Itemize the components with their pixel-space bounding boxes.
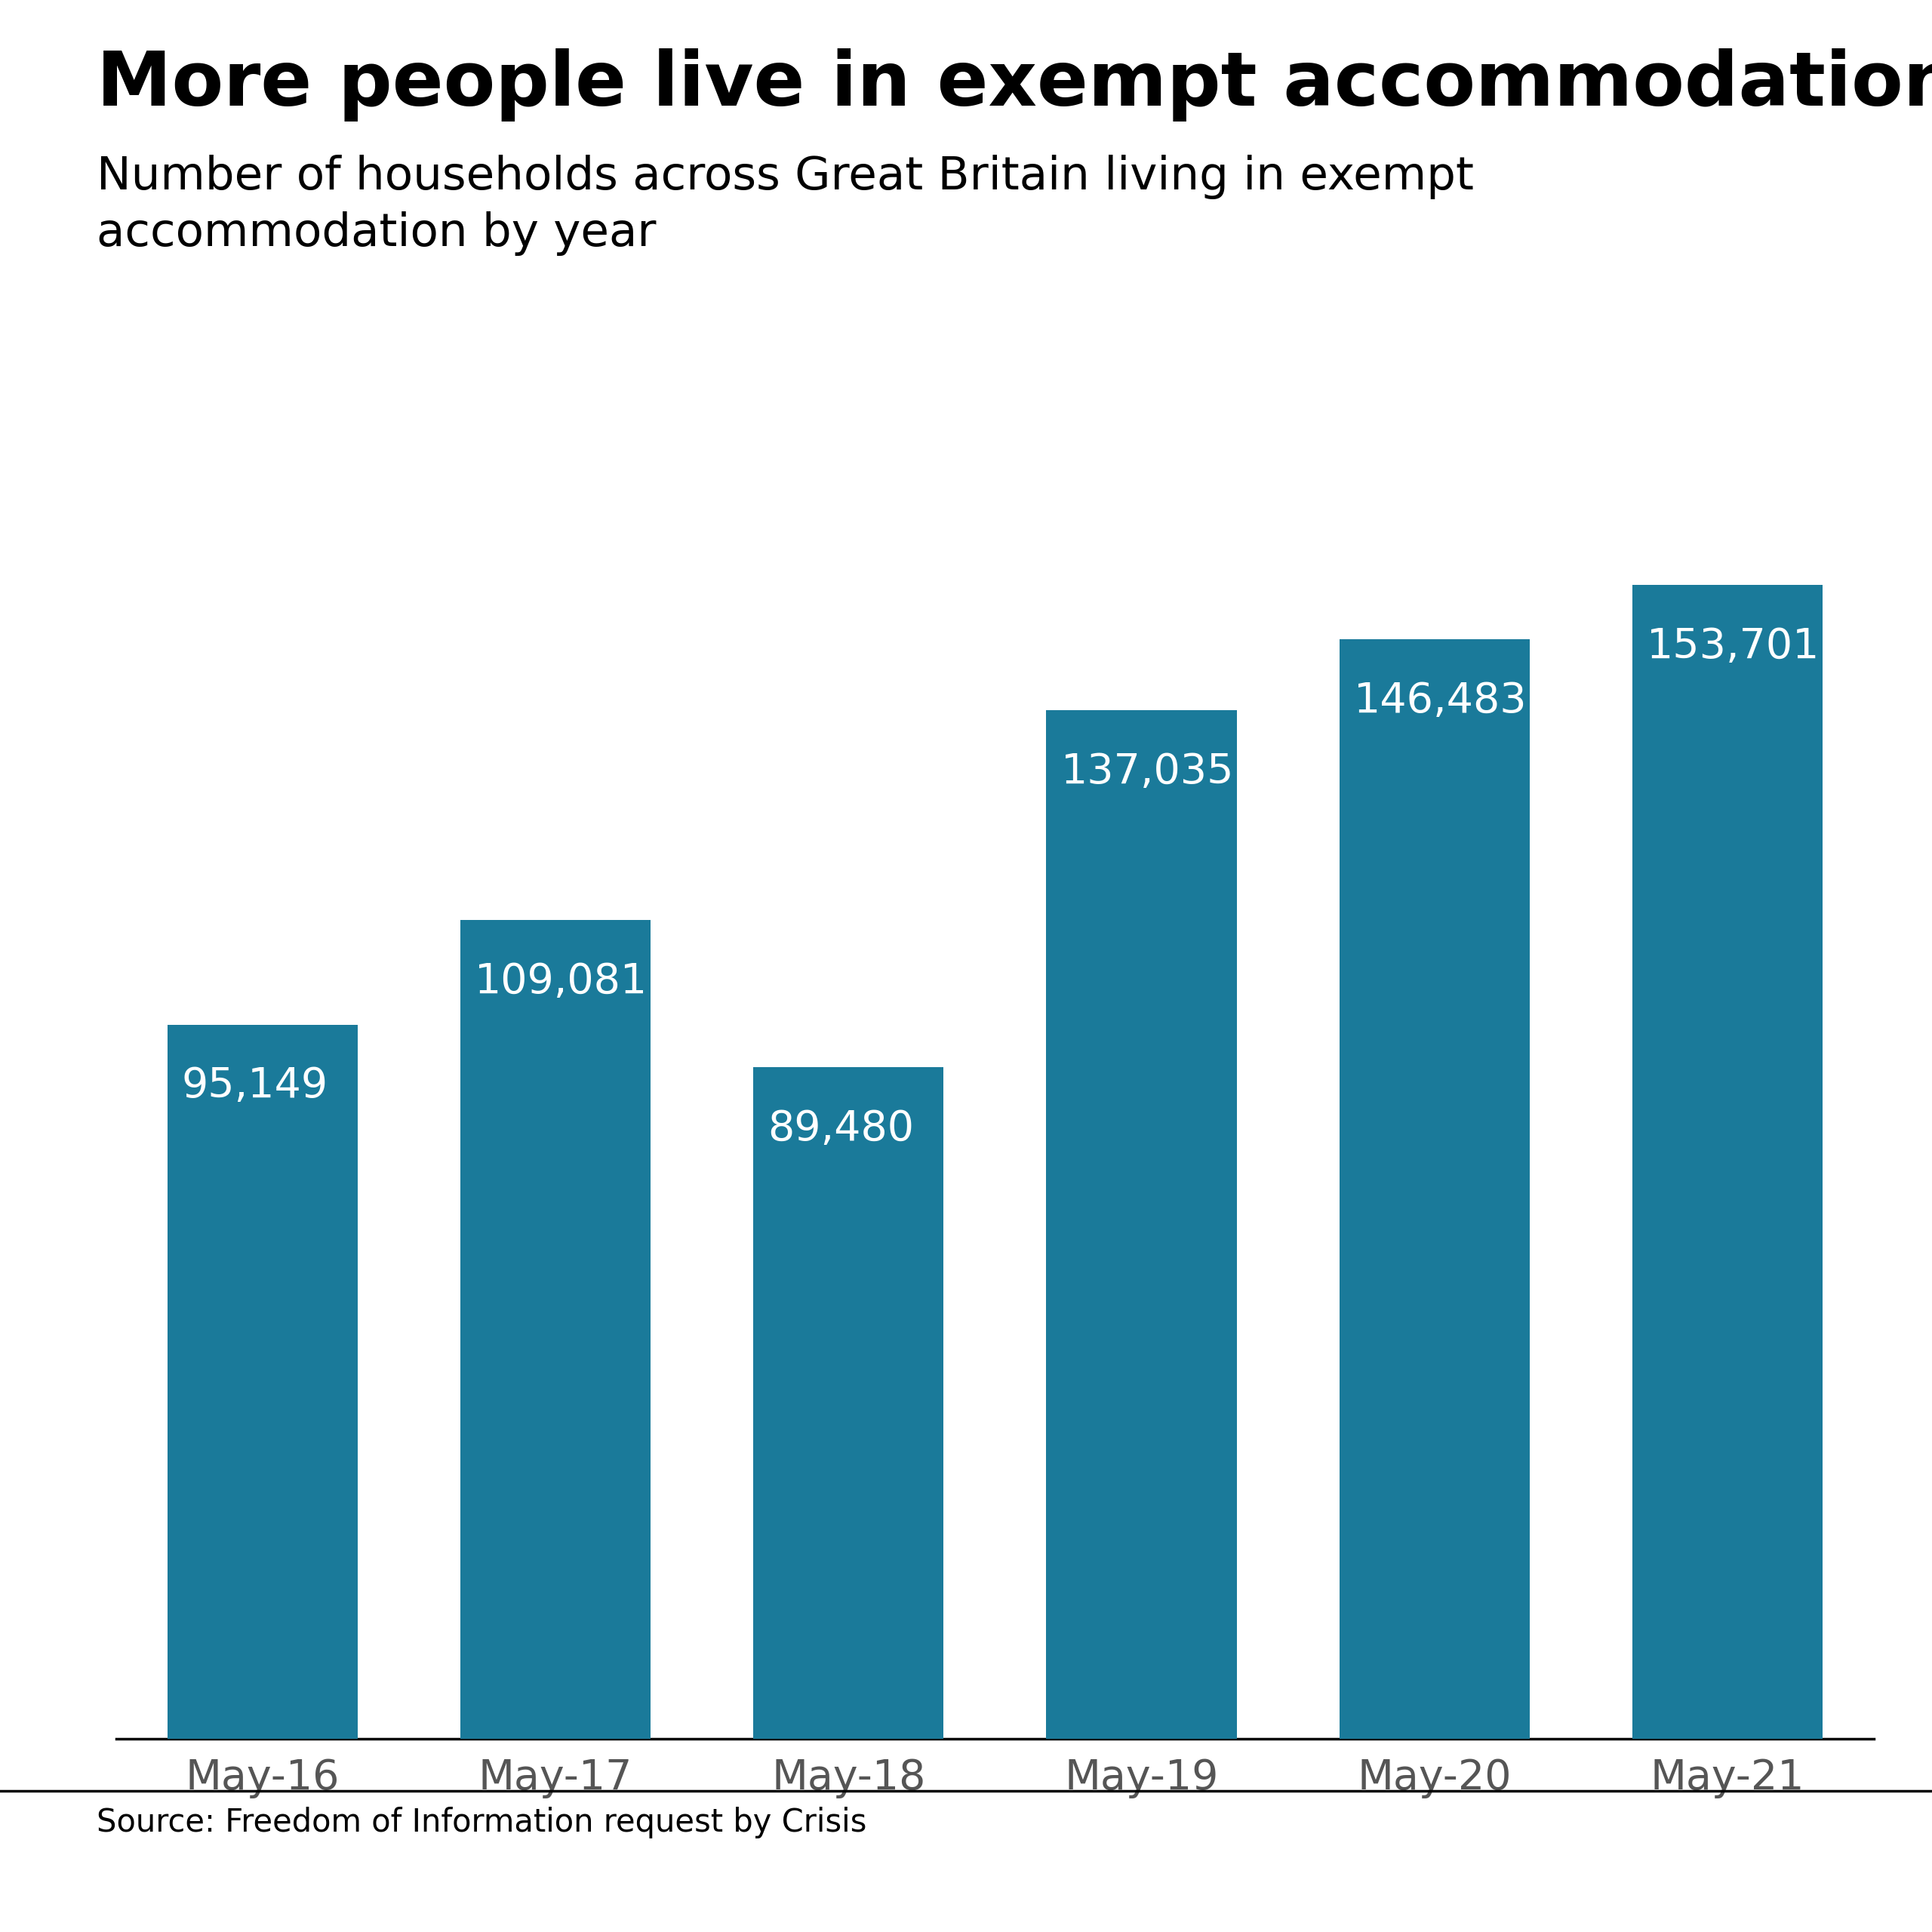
Text: 89,480: 89,480 [767,1109,914,1150]
Bar [1633,585,1822,1739]
Text: 137,035: 137,035 [1061,752,1235,792]
Text: 95,149: 95,149 [182,1066,328,1107]
Bar [168,1024,357,1739]
Text: Number of households across Great Britain living in exempt
accommodation by year: Number of households across Great Britai… [97,155,1474,255]
Bar [1339,639,1530,1739]
Text: 146,483: 146,483 [1354,680,1526,721]
Text: BBC: BBC [1727,1841,1828,1886]
Bar [1047,711,1236,1739]
Text: 153,701: 153,701 [1646,626,1820,667]
Text: Source: Freedom of Information request by Crisis: Source: Freedom of Information request b… [97,1806,867,1837]
Bar [460,920,651,1739]
Text: 109,081: 109,081 [475,962,647,1003]
Bar [753,1066,943,1739]
Text: More people live in exempt accommodation: More people live in exempt accommodation [97,48,1932,122]
